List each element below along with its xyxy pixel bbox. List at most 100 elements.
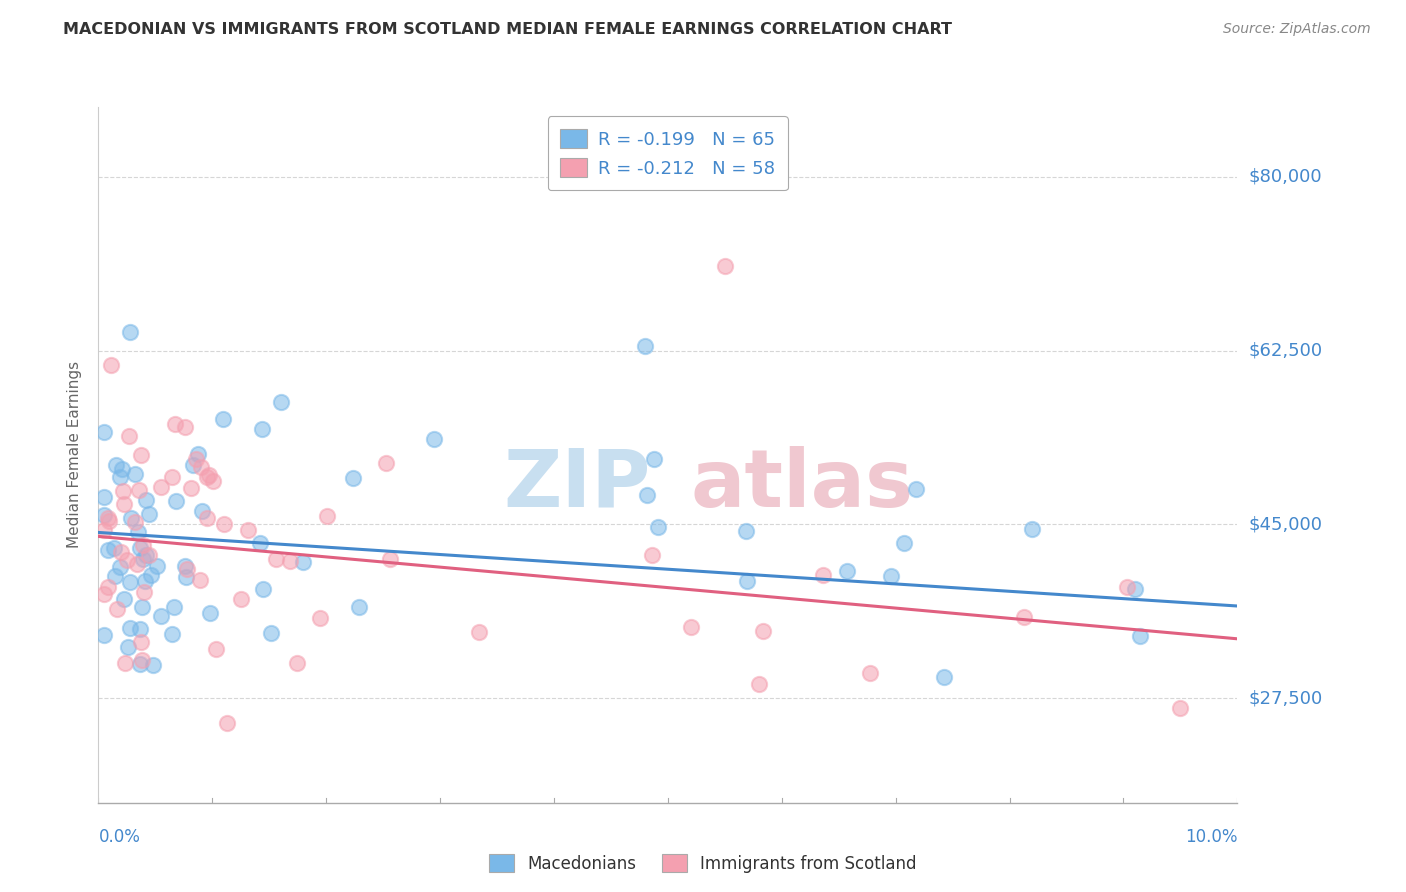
- Point: [1129, 629, 1152, 643]
- Point: [259, 626, 281, 640]
- Point: [93, 425, 115, 439]
- Point: [1170, 701, 1192, 715]
- Point: [1123, 582, 1146, 596]
- Point: [217, 715, 239, 730]
- Point: [131, 653, 153, 667]
- Point: [125, 557, 148, 571]
- Point: [308, 611, 330, 625]
- Point: [184, 452, 207, 467]
- Point: [342, 471, 364, 485]
- Point: [1021, 523, 1043, 537]
- Point: [681, 619, 703, 633]
- Text: $45,000: $45,000: [1249, 516, 1323, 533]
- Point: [197, 468, 219, 483]
- Point: [880, 569, 903, 583]
- Point: [129, 657, 152, 671]
- Point: [165, 417, 187, 431]
- Point: [98, 514, 121, 528]
- Point: [636, 488, 658, 502]
- Point: [211, 412, 233, 426]
- Point: [124, 515, 146, 529]
- Point: [110, 544, 132, 558]
- Point: [292, 554, 315, 568]
- Point: [647, 520, 669, 534]
- Point: [422, 432, 444, 446]
- Point: [112, 497, 135, 511]
- Point: [115, 553, 138, 567]
- Point: [132, 584, 155, 599]
- Point: [1012, 610, 1035, 624]
- Point: [252, 582, 274, 596]
- Point: [135, 548, 157, 562]
- Point: [135, 492, 157, 507]
- Point: [252, 422, 274, 436]
- Point: [174, 570, 197, 584]
- Point: [748, 676, 770, 690]
- Text: atlas: atlas: [690, 446, 914, 524]
- Point: [205, 642, 228, 657]
- Point: [114, 656, 136, 670]
- Point: [93, 508, 115, 522]
- Point: [104, 568, 127, 582]
- Point: [117, 640, 139, 654]
- Point: [110, 559, 132, 574]
- Point: [173, 420, 195, 434]
- Point: [285, 657, 308, 671]
- Point: [118, 574, 141, 589]
- Point: [150, 608, 173, 623]
- Point: [468, 624, 491, 639]
- Point: [180, 481, 202, 495]
- Point: [643, 451, 665, 466]
- Point: [150, 480, 173, 494]
- Point: [108, 470, 131, 484]
- Point: [195, 470, 218, 484]
- Point: [93, 587, 115, 601]
- Point: [893, 536, 915, 550]
- Point: [117, 428, 139, 442]
- Point: [934, 670, 956, 684]
- Point: [181, 458, 204, 472]
- Point: [270, 395, 292, 409]
- Point: [378, 551, 401, 566]
- Point: [105, 458, 128, 472]
- Point: [97, 511, 120, 525]
- Point: [174, 559, 197, 574]
- Point: [145, 558, 167, 573]
- Point: [375, 456, 398, 470]
- Point: [190, 460, 212, 475]
- Point: [141, 568, 163, 582]
- Point: [191, 504, 214, 518]
- Point: [278, 554, 301, 568]
- Point: [195, 510, 218, 524]
- Y-axis label: Median Female Earnings: Median Female Earnings: [67, 361, 83, 549]
- Text: 0.0%: 0.0%: [98, 828, 141, 846]
- Point: [97, 543, 120, 558]
- Point: [112, 592, 135, 607]
- Point: [641, 548, 664, 562]
- Point: [1116, 580, 1139, 594]
- Point: [316, 508, 339, 523]
- Point: [160, 626, 183, 640]
- Text: 10.0%: 10.0%: [1185, 828, 1237, 846]
- Point: [163, 600, 186, 615]
- Text: $80,000: $80,000: [1249, 168, 1322, 186]
- Point: [97, 580, 120, 594]
- Point: [118, 325, 141, 339]
- Text: ZIP: ZIP: [503, 446, 651, 524]
- Point: [93, 524, 115, 538]
- Point: [93, 628, 115, 642]
- Text: $27,500: $27,500: [1249, 690, 1323, 707]
- Point: [142, 657, 165, 672]
- Point: [229, 592, 252, 607]
- Point: [634, 338, 657, 352]
- Point: [120, 511, 142, 525]
- Point: [132, 552, 155, 566]
- Point: [103, 541, 125, 556]
- Legend: Macedonians, Immigrants from Scotland: Macedonians, Immigrants from Scotland: [482, 847, 924, 880]
- Point: [93, 490, 115, 504]
- Point: [138, 507, 160, 521]
- Point: [904, 482, 927, 496]
- Text: MACEDONIAN VS IMMIGRANTS FROM SCOTLAND MEDIAN FEMALE EARNINGS CORRELATION CHART: MACEDONIAN VS IMMIGRANTS FROM SCOTLAND M…: [63, 22, 952, 37]
- Point: [127, 525, 149, 540]
- Text: $62,500: $62,500: [1249, 342, 1323, 359]
